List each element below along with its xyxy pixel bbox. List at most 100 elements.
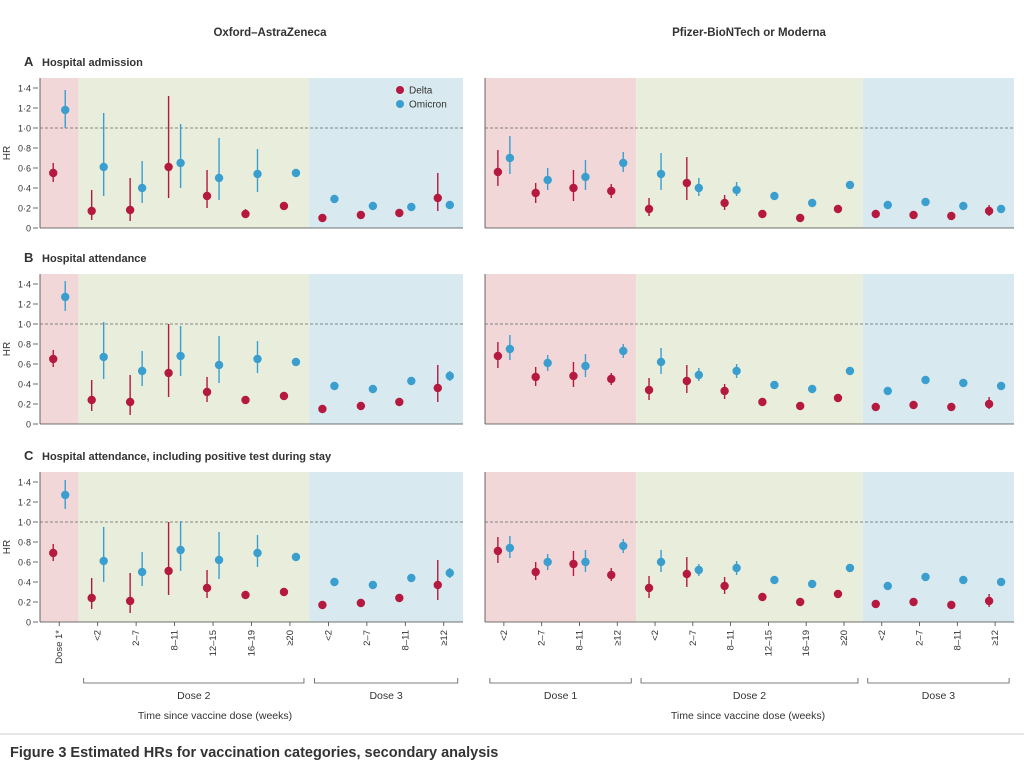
x-tick-label: 2–7 <box>131 630 142 646</box>
delta-point <box>758 397 767 407</box>
x-tick-label: 8–11 <box>574 630 585 650</box>
omicron-point <box>959 201 968 211</box>
omicron-point <box>253 354 262 364</box>
delta-point <box>871 209 880 219</box>
category-band <box>309 274 463 424</box>
delta-point <box>433 193 442 203</box>
omicron-point <box>291 168 301 178</box>
x-tick-label: 2–7 <box>362 630 373 646</box>
category-band <box>40 472 79 622</box>
omicron-point <box>845 563 855 573</box>
omicron-point <box>407 202 416 212</box>
y-tick-label: 0·8 <box>18 340 31 350</box>
omicron-point <box>176 351 185 361</box>
x-tick-label: 8–11 <box>952 630 963 650</box>
omicron-point <box>137 366 147 376</box>
omicron-point <box>959 575 968 585</box>
delta-point <box>644 204 654 214</box>
delta-point <box>758 209 767 219</box>
delta-point <box>758 592 767 602</box>
delta-point <box>318 213 327 223</box>
omicron-point <box>214 555 224 565</box>
delta-point <box>682 569 692 579</box>
delta-point <box>356 598 366 608</box>
omicron-point <box>921 197 930 207</box>
omicron-point <box>807 579 817 589</box>
x-tick-label: 16–19 <box>801 630 812 656</box>
omicron-point <box>656 169 666 179</box>
omicron-point <box>445 371 454 381</box>
delta-point <box>720 198 729 208</box>
omicron-point <box>543 175 552 185</box>
delta-point <box>433 383 442 393</box>
omicron-point <box>61 292 70 302</box>
omicron-point <box>176 545 185 555</box>
category-band <box>485 78 637 228</box>
omicron-point <box>996 381 1006 391</box>
omicron-point <box>921 572 930 582</box>
category-band <box>78 274 310 424</box>
y-tick-label: 1·0 <box>18 320 31 330</box>
delta-point <box>531 567 540 577</box>
omicron-point <box>996 577 1006 587</box>
omicron-point <box>694 183 704 193</box>
delta-point <box>49 548 58 558</box>
delta-point <box>202 583 212 593</box>
delta-point <box>395 208 404 218</box>
x-tick-label: 12–15 <box>763 630 774 656</box>
delta-point <box>644 583 654 593</box>
delta-point <box>984 399 994 409</box>
x-tick-label: ≥20 <box>839 630 850 646</box>
delta-point <box>720 386 729 396</box>
omicron-point <box>61 490 70 500</box>
panel-title: Hospital admission <box>42 57 143 69</box>
omicron-point <box>770 575 779 585</box>
delta-point <box>202 191 212 201</box>
y-tick-label: 0·6 <box>18 164 31 174</box>
omicron-point <box>694 565 704 575</box>
y-axis-label: HR <box>2 146 13 160</box>
omicron-point <box>330 577 339 587</box>
omicron-point <box>581 557 590 567</box>
omicron-point <box>732 366 741 376</box>
x-tick-label: 2–7 <box>537 630 548 646</box>
category-band <box>636 274 863 424</box>
group-bracket <box>314 678 459 684</box>
omicron-point <box>407 376 416 386</box>
omicron-point <box>883 386 892 396</box>
delta-point <box>531 188 540 198</box>
y-tick-label: 0 <box>26 618 31 628</box>
omicron-point <box>291 552 301 562</box>
delta-point <box>569 371 578 381</box>
omicron-point <box>445 200 454 210</box>
y-tick-label: 0 <box>26 224 31 234</box>
panel-letter: C <box>24 448 34 463</box>
delta-point <box>356 210 366 220</box>
omicron-point <box>732 563 741 573</box>
omicron-point <box>883 581 892 591</box>
delta-point <box>909 210 918 220</box>
delta-point <box>795 401 805 411</box>
omicron-point <box>176 158 185 168</box>
delta-point <box>87 395 96 405</box>
delta-point <box>125 596 135 606</box>
delta-point <box>984 596 994 606</box>
omicron-point <box>770 380 779 390</box>
omicron-point <box>368 384 378 394</box>
y-axis-label: HR <box>2 342 13 356</box>
figure-caption: Figure 3 Estimated HRs for vaccination c… <box>10 745 499 761</box>
x-tick-label: <2 <box>877 630 888 641</box>
y-tick-label: 0·6 <box>18 558 31 568</box>
delta-point <box>164 162 173 172</box>
omicron-point <box>368 201 378 211</box>
x-tick-label: 2–7 <box>915 630 926 646</box>
omicron-point <box>330 194 339 204</box>
delta-point <box>795 213 805 223</box>
group-bracket <box>489 678 632 684</box>
delta-point <box>682 376 692 386</box>
delta-point <box>909 400 918 410</box>
omicron-point <box>807 198 817 208</box>
omicron-point <box>619 158 628 168</box>
y-tick-label: 1·4 <box>18 84 31 94</box>
x-tick-label: ≥12 <box>990 630 1001 646</box>
